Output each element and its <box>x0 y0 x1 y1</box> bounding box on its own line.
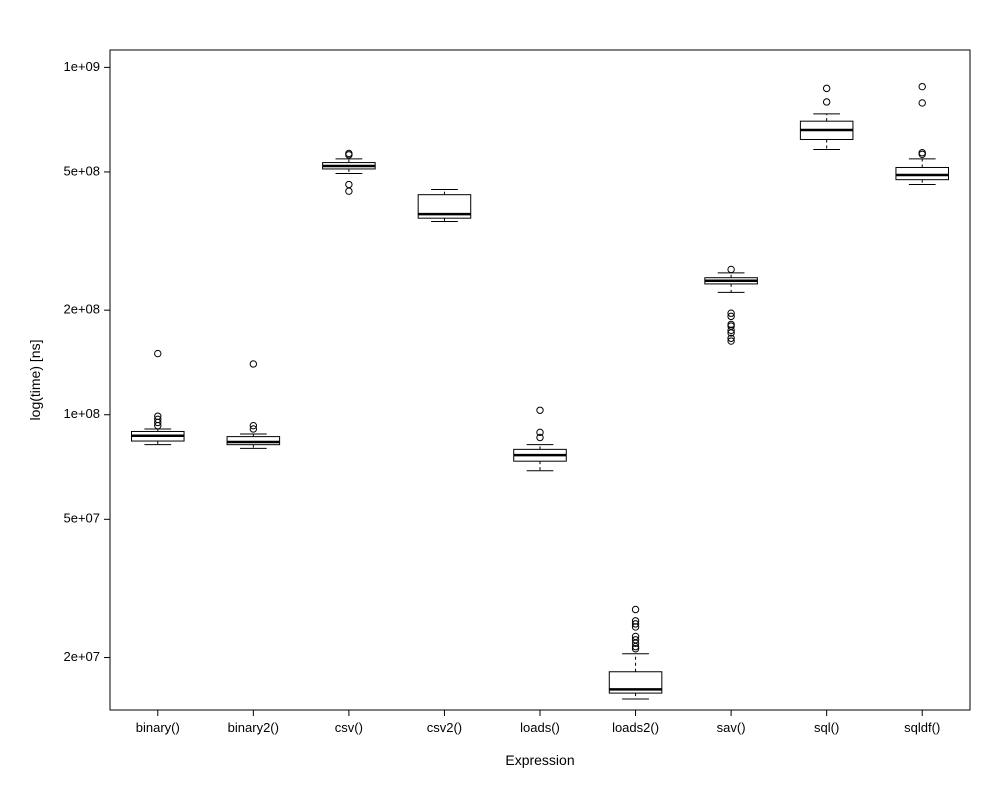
y-tick-label: 1e+08 <box>63 406 100 421</box>
x-tick-label: loads() <box>520 720 560 735</box>
y-tick-label: 2e+07 <box>63 649 100 664</box>
x-tick-label: binary() <box>136 720 180 735</box>
x-tick-label: sav() <box>717 720 746 735</box>
y-axis-title: log(time) [ns] <box>27 340 43 421</box>
x-axis-title: Expression <box>505 752 574 768</box>
boxplot-chart: 2e+07 5e+07 1e+08 2e+08 5e+08 1e+09 binary() bi… <box>0 0 1000 800</box>
x-tick-label: binary2() <box>228 720 279 735</box>
x-tick-label: loads2() <box>612 720 659 735</box>
x-tick-label: csv() <box>335 720 363 735</box>
y-tick-label: 1e+09 <box>63 59 100 74</box>
y-tick-label: 5e+07 <box>63 511 100 526</box>
chart-background <box>0 0 1000 800</box>
box <box>227 437 280 445</box>
y-tick-label: 5e+08 <box>63 163 100 178</box>
y-tick-label: 2e+08 <box>63 302 100 317</box>
x-tick-label: sql() <box>814 720 839 735</box>
x-tick-label: sqldf() <box>904 720 940 735</box>
box <box>896 167 949 179</box>
x-tick-label: csv2() <box>427 720 462 735</box>
